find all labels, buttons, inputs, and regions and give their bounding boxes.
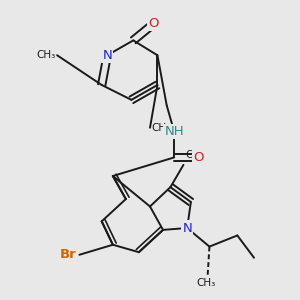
Text: N: N	[182, 221, 192, 235]
Text: CH₃: CH₃	[152, 123, 171, 133]
Text: NH: NH	[164, 125, 184, 138]
Text: Br: Br	[60, 248, 76, 261]
Text: O: O	[193, 151, 203, 164]
Text: O: O	[148, 17, 159, 30]
Text: CH₃: CH₃	[196, 278, 215, 288]
Text: N: N	[102, 49, 112, 62]
Text: CH₃: CH₃	[36, 50, 55, 60]
Text: CH₃: CH₃	[185, 150, 205, 161]
